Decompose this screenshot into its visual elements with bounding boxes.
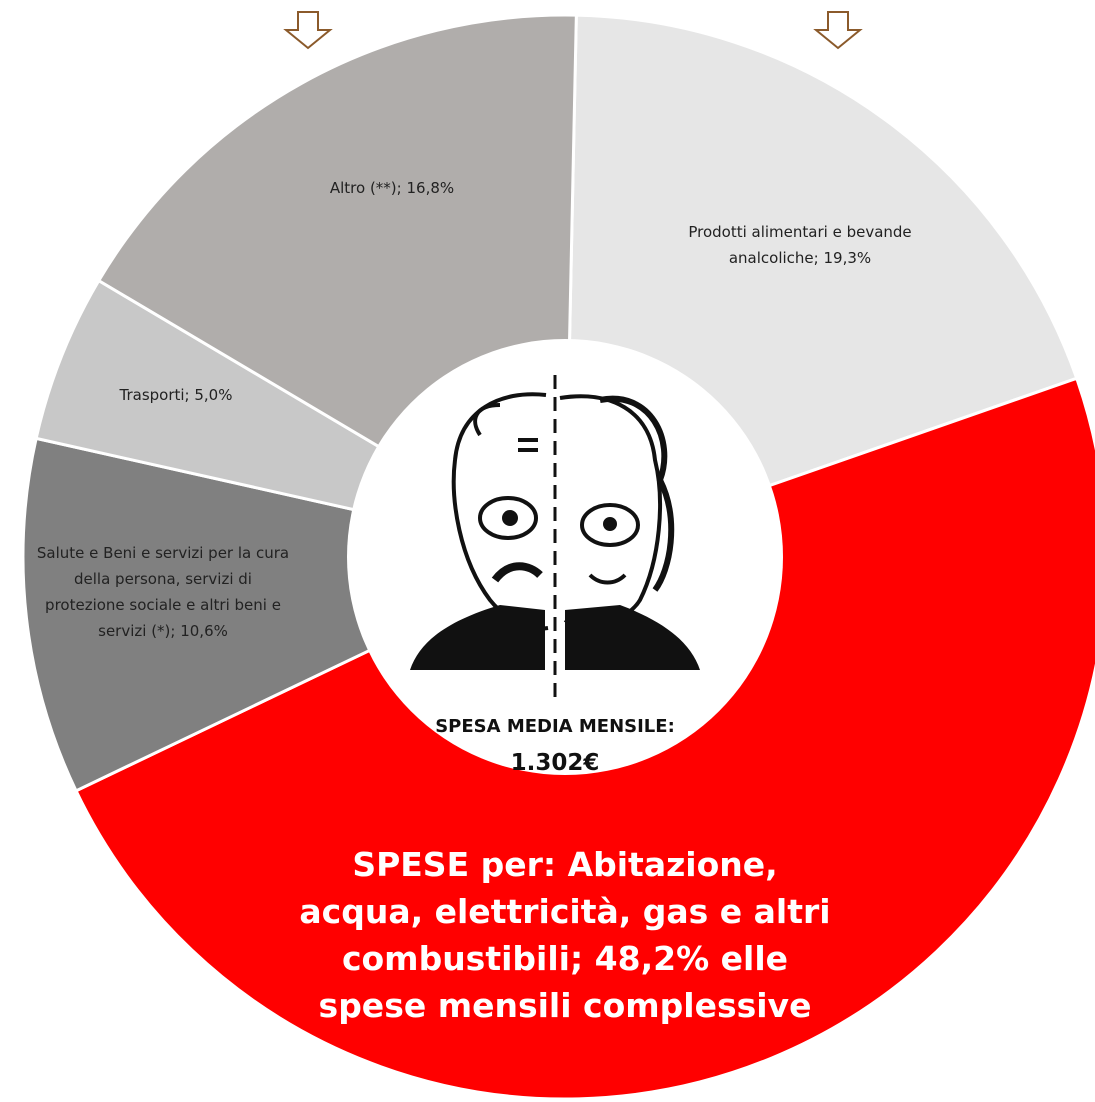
man-hair <box>473 403 501 437</box>
center-value: 1.302€ <box>510 750 600 776</box>
glasses <box>478 496 538 540</box>
slice-label: SPESE per: Abitazione, acqua, elettricit… <box>299 845 831 1025</box>
slice-label: Prodotti alimentari e bevande analcolich… <box>688 223 912 267</box>
woman-hair <box>599 395 675 592</box>
eye <box>603 517 617 531</box>
arrow <box>283 11 333 50</box>
slice-label: Salute e Beni e servizi per la cura dell… <box>36 544 290 640</box>
arrows <box>283 11 863 50</box>
arrow <box>813 11 863 50</box>
smile <box>588 573 627 585</box>
woman-shoulders <box>565 605 700 670</box>
man-shoulders <box>410 605 545 670</box>
slice-label: Trasporti; 5,0% <box>119 386 233 404</box>
eye <box>502 510 518 526</box>
slice-label: Altro (**); 16,8% <box>329 179 455 197</box>
mustache <box>491 562 543 583</box>
center-title: SPESA MEDIA MENSILE: <box>435 716 675 737</box>
donut-hole <box>347 339 783 775</box>
glasses <box>580 503 640 547</box>
slice <box>21 436 570 793</box>
